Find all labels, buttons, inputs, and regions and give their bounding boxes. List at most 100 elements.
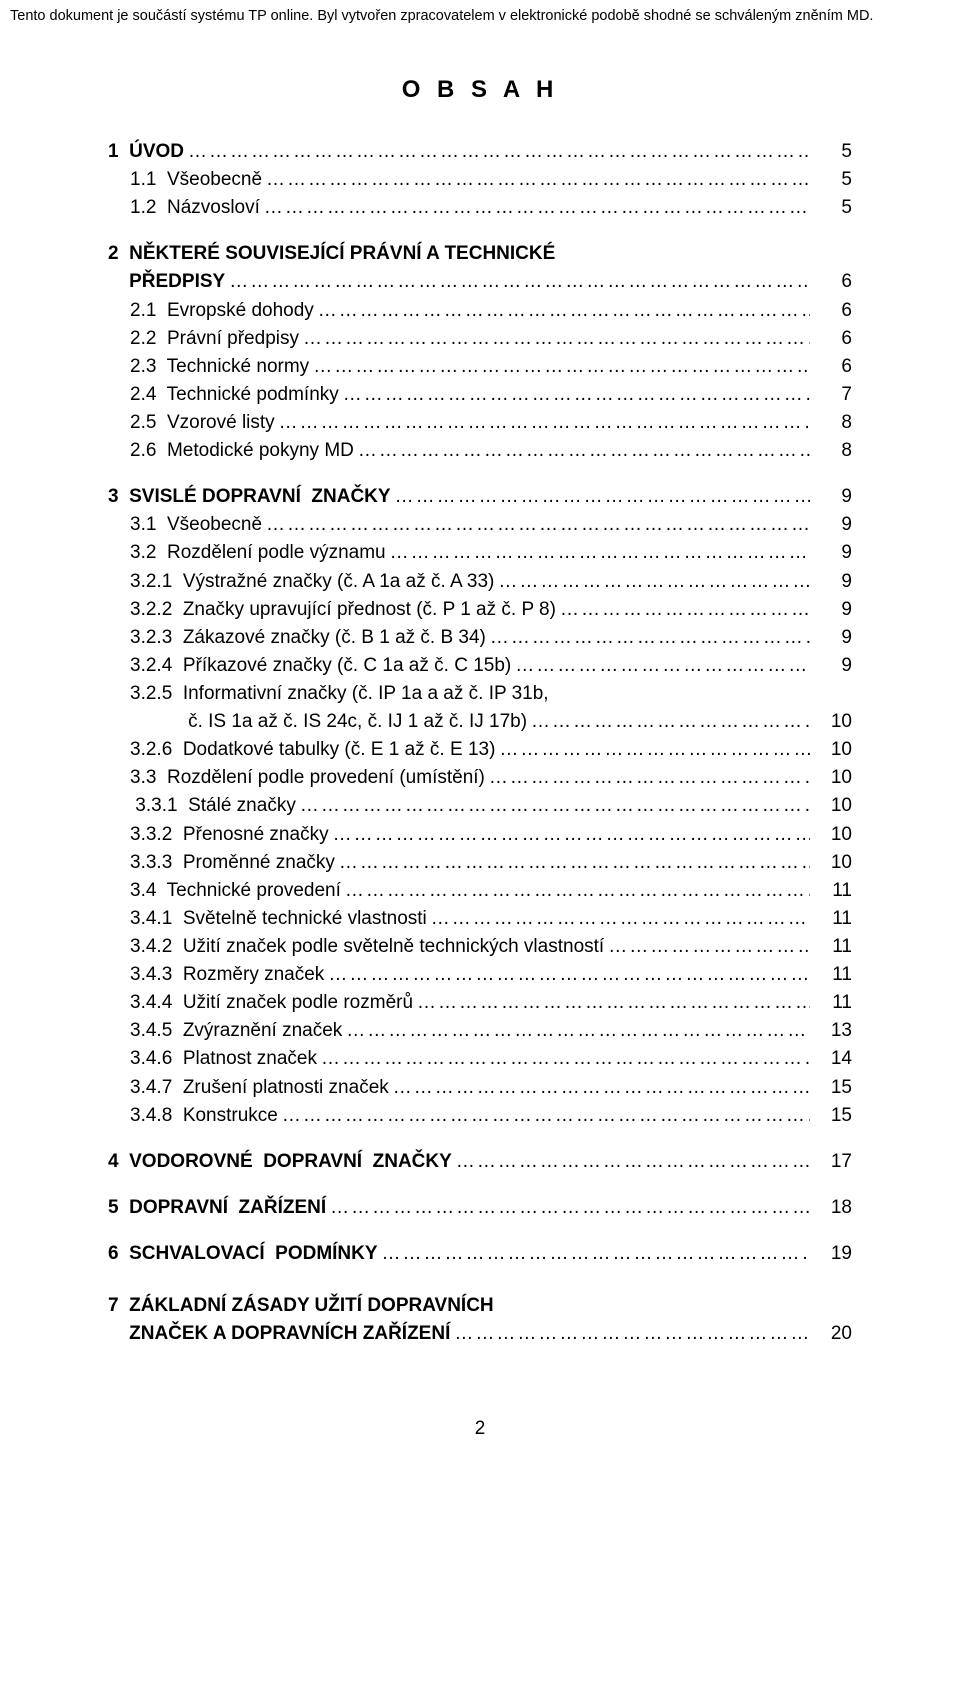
toc-leader-dots: …………………………………………………………………………………………………………… [342,1017,810,1045]
toc-row: č. IS 1a až č. IS 24c, č. IJ 1 až č. IJ … [108,708,852,736]
toc-label: 7 ZÁKLADNÍ ZÁSADY UŽITÍ DOPRAVNÍCH [108,1292,494,1320]
toc-leader-dots: …………………………………………………………………………………………………………… [556,596,810,624]
page-title: O B S A H [108,76,852,104]
toc-label: 2.2 Právní předpisy [130,325,299,353]
toc-gap [108,1130,852,1148]
toc-leader-dots: …………………………………………………………………………………………………………… [486,624,810,652]
toc-row: 3.4.4 Užití značek podle rozměrů……………………… [108,989,852,1017]
toc-page-number: 6 [810,268,852,296]
toc-page-number: 5 [810,138,852,166]
toc-label: 2.5 Vzorové listy [130,409,275,437]
toc-leader-dots: …………………………………………………………………………………………………………… [485,764,810,792]
toc-leader-dots: …………………………………………………………………………………………………………… [329,821,810,849]
toc-page-number: 11 [810,905,852,933]
toc-page-number: 11 [810,877,852,905]
toc-page-number: 8 [810,437,852,465]
toc-label: 3.4.5 Zvýraznění značek [130,1017,342,1045]
toc-row: 3.4.2 Užití značek podle světelně techni… [108,933,852,961]
toc-label: 1.1 Všeobecně [130,166,262,194]
toc-label: 3.2.3 Zákazové značky (č. B 1 až č. B 34… [130,624,486,652]
toc-page-number: 7 [810,381,852,409]
toc-row: 3.4.1 Světelně technické vlastnosti……………… [108,905,852,933]
toc-row: 2.1 Evropské dohody………………………………………………………… [108,297,852,325]
toc-row: 3.4.8 Konstrukce………………………………………………………………… [108,1102,852,1130]
toc-leader-dots: …………………………………………………………………………………………………………… [339,381,810,409]
toc-gap [108,222,852,240]
toc-leader-dots: …………………………………………………………………………………………………………… [427,905,810,933]
toc-leader-dots: …………………………………………………………………………………………………………… [341,877,810,905]
toc-leader-dots: …………………………………………………………………………………………………………… [324,961,810,989]
toc-label: 2.1 Evropské dohody [130,297,314,325]
toc-row: 2.5 Vzorové listy……………………………………………………………… [108,409,852,437]
toc-leader-dots: …………………………………………………………………………………………………………… [317,1045,810,1073]
toc-row: 2.4 Technické podmínky………………………………………………… [108,381,852,409]
toc-page-number: 9 [810,511,852,539]
toc-row: 3.2.4 Příkazové značky (č. C 1a až č. C … [108,652,852,680]
toc-page-number: 13 [810,1017,852,1045]
toc-label: 4 VODOROVNÉ DOPRAVNÍ ZNAČKY [108,1148,452,1176]
toc-row: 4 VODOROVNÉ DOPRAVNÍ ZNAČKY…………………………………… [108,1148,852,1176]
toc-row: 2.2 Právní předpisy………………………………………………………… [108,325,852,353]
toc-label: 3.1 Všeobecně [130,511,262,539]
toc-page-number: 5 [810,166,852,194]
toc-row: 3.2.5 Informativní značky (č. IP 1a a až… [108,680,852,708]
toc-page-number: 14 [810,1045,852,1073]
toc-leader-dots: …………………………………………………………………………………………………………… [275,409,810,437]
toc-row: 7 ZÁKLADNÍ ZÁSADY UŽITÍ DOPRAVNÍCH [108,1292,852,1320]
toc-row: 3.4.6 Platnost značek…………………………………………………… [108,1045,852,1073]
toc-label: 6 SCHVALOVACÍ PODMÍNKY [108,1240,378,1268]
toc-leader-dots: …………………………………………………………………………………………………………… [604,933,810,961]
toc-page-number: 5 [810,194,852,222]
page-number: 2 [108,1418,852,1440]
toc-leader-dots: …………………………………………………………………………………………………………… [450,1320,810,1348]
toc-leader-dots: …………………………………………………………………………………………………………… [511,652,810,680]
toc-label: 2.3 Technické normy [130,353,309,381]
toc-row: 5 DOPRAVNÍ ZAŘÍZENÍ………………………………………………………… [108,1194,852,1222]
toc-label: 3.3.1 Stálé značky [130,792,296,820]
toc-page-number: 9 [810,483,852,511]
toc-page-number: 9 [810,652,852,680]
toc-page-number: 9 [810,624,852,652]
toc-leader-dots: …………………………………………………………………………………………………………… [225,268,810,296]
toc-row: 2 NĚKTERÉ SOUVISEJÍCÍ PRÁVNÍ A TECHNICKÉ [108,240,852,268]
toc-leader-dots: …………………………………………………………………………………………………………… [278,1102,810,1130]
toc-page-number: 10 [810,849,852,877]
toc-page-number: 18 [810,1194,852,1222]
toc-label: 3.4.1 Světelně technické vlastnosti [130,905,427,933]
toc-row: 3.2.2 Značky upravující přednost (č. P 1… [108,596,852,624]
toc-page-number: 11 [810,961,852,989]
toc-page-number: 6 [810,353,852,381]
toc-page-number: 8 [810,409,852,437]
toc-row: 3.3.2 Přenosné značky…………………………………………………… [108,821,852,849]
toc-page-number: 19 [810,1240,852,1268]
toc-page-number: 11 [810,989,852,1017]
toc-label: 3 SVISLÉ DOPRAVNÍ ZNAČKY [108,483,391,511]
toc-leader-dots: …………………………………………………………………………………………………………… [495,736,810,764]
toc-label: 3.4.4 Užití značek podle rozměrů [130,989,413,1017]
toc-page-number: 20 [810,1320,852,1348]
system-header-text: Tento dokument je součástí systému TP on… [0,0,960,28]
toc-row: 3.2.1 Výstražné značky (č. A 1a až č. A … [108,568,852,596]
toc-label: 3.2.2 Značky upravující přednost (č. P 1… [130,596,556,624]
toc-label: 1 ÚVOD [108,138,184,166]
toc-row: 3.4.3 Rozměry značek……………………………………………………… [108,961,852,989]
toc-label: PŘEDPISY [108,268,225,296]
toc-page-number: 9 [810,568,852,596]
toc-page-number: 10 [810,764,852,792]
toc-page-number: 15 [810,1074,852,1102]
toc-label: 2 NĚKTERÉ SOUVISEJÍCÍ PRÁVNÍ A TECHNICKÉ [108,240,555,268]
toc-row: 3.2 Rozdělení podle významu…………………………………… [108,539,852,567]
document-page: O B S A H 1 ÚVOD ………………………………………………………………… [0,28,960,1480]
toc-leader-dots: …………………………………………………………………………………………………………… [452,1148,810,1176]
toc-label: 3.4.8 Konstrukce [130,1102,278,1130]
toc-row: 3.1 Všeobecně………………………………………………………………………… [108,511,852,539]
toc-leader-dots: …………………………………………………………………………………………………………… [326,1194,810,1222]
toc-page-number: 17 [810,1148,852,1176]
toc-gap [108,465,852,483]
toc-row: 3.4.5 Zvýraznění značek……………………………………………… [108,1017,852,1045]
toc-page-number: 9 [810,539,852,567]
toc-label: 3.2.5 Informativní značky (č. IP 1a a až… [130,680,549,708]
toc-leader-dots: …………………………………………………………………………………………………………… [527,708,810,736]
toc-row: 2.6 Metodické pokyny MD……………………………………………… [108,437,852,465]
toc-label: 3.4.3 Rozměry značek [130,961,324,989]
